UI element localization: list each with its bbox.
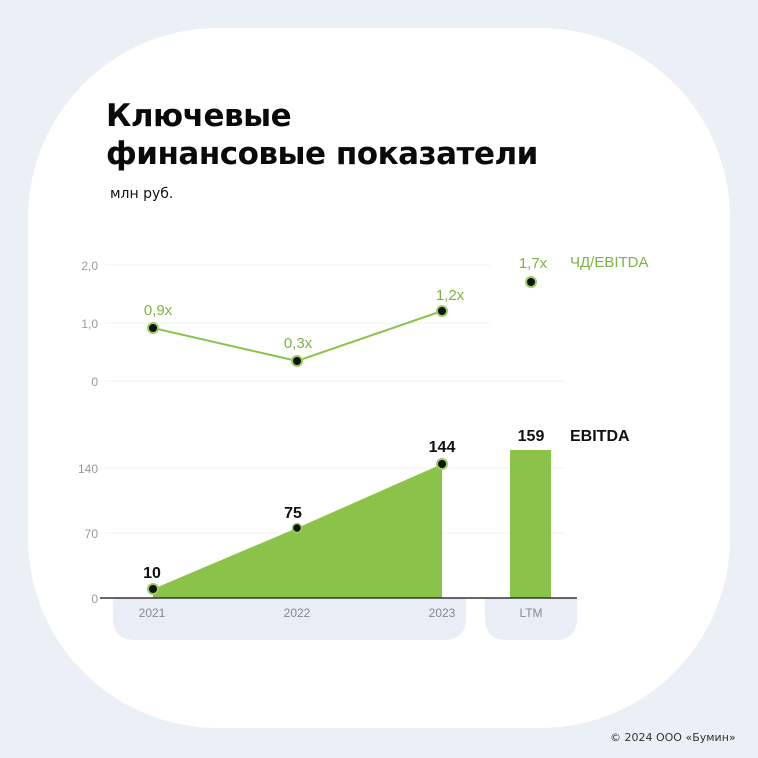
x-label-2021: 2021 (139, 606, 166, 620)
label-2022-ebitda: 75 (284, 505, 302, 522)
y-tick-bottom-140: 140 (78, 462, 98, 476)
y-tick-top-1: 1,0 (81, 317, 98, 331)
label-ltm-ratio: 1,7x (519, 255, 548, 272)
legend-nd-ebitda: ЧД/EBITDA (570, 254, 649, 271)
label-2023-ebitda: 144 (429, 439, 456, 456)
title-line-1: Ключевые (106, 98, 292, 134)
y-tick-bottom-70: 70 (85, 527, 99, 541)
x-label-2022: 2022 (284, 606, 311, 620)
label-2023-ratio: 1,2x (436, 287, 465, 304)
title-line-2: финансовые показатели (106, 136, 538, 172)
label-2021-ebitda: 10 (143, 565, 161, 582)
legend-ebitda: EBITDA (570, 428, 630, 445)
ltm-pill (485, 598, 577, 640)
bottom-chart: 140 70 0 10 75 144 159 EBITDA 2021 2022 … (78, 428, 630, 640)
x-label-ltm: LTM (519, 606, 542, 620)
years-pill (113, 598, 466, 640)
unit-label: млн руб. (110, 186, 174, 202)
y-tick-top-2: 2,0 (81, 259, 98, 273)
label-ltm-ebitda: 159 (518, 428, 545, 445)
page-title: Ключевые финансовые показатели (106, 97, 538, 173)
copyright-footer: © 2024 ООО «Бумин» (610, 731, 736, 744)
y-tick-top-0: 0 (91, 375, 98, 389)
y-tick-bottom-0: 0 (91, 592, 98, 606)
ebitda-points (147, 458, 448, 595)
label-2022-ratio: 0,3x (284, 335, 313, 352)
nd-ebitda-points (147, 276, 537, 367)
label-2021-ratio: 0,9x (144, 302, 173, 319)
x-label-2023: 2023 (429, 606, 456, 620)
ebitda-ltm-bar (510, 450, 551, 598)
top-chart: 2,0 1,0 0 0,9x 0,3x 1,2x 1,7x ЧД/EBITDA (81, 254, 648, 389)
